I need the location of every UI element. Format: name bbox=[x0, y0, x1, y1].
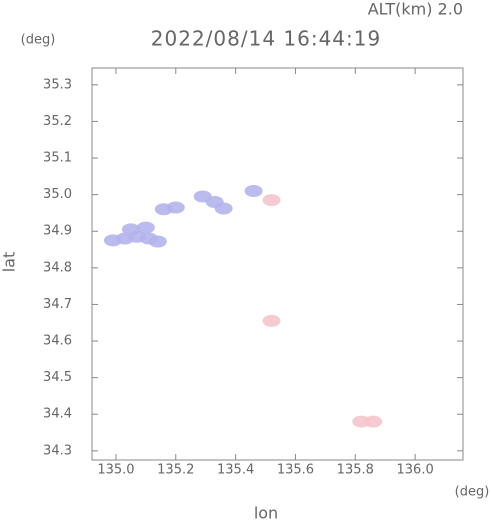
echo-cell bbox=[244, 184, 263, 197]
echo-cell bbox=[262, 314, 281, 327]
y-tick-label: 34.3 bbox=[43, 443, 72, 458]
y-tick-label: 34.5 bbox=[43, 370, 72, 385]
echo-cell bbox=[136, 221, 155, 234]
y-tick-label: 34.8 bbox=[43, 260, 72, 275]
echo-cell bbox=[166, 201, 185, 214]
y-tick-label: 34.4 bbox=[43, 407, 72, 422]
x-tick-label: 135.4 bbox=[217, 463, 254, 478]
echo-cell bbox=[364, 415, 383, 428]
x-tick-label: 135.2 bbox=[157, 463, 194, 478]
y-tick-label: 35.2 bbox=[43, 114, 72, 129]
y-tick-label: 35.3 bbox=[43, 77, 72, 92]
y-tick-label: 34.9 bbox=[43, 224, 72, 239]
x-axis-label: lon bbox=[254, 504, 278, 522]
echo-cell bbox=[148, 235, 167, 248]
x-tick-label: 135.0 bbox=[97, 463, 134, 478]
x-tick-label: 135.6 bbox=[277, 463, 314, 478]
x-unit: (deg) bbox=[455, 485, 490, 500]
y-tick-label: 34.7 bbox=[43, 297, 72, 312]
plot-frame bbox=[91, 67, 464, 461]
altitude: ALT(km) 2.0 bbox=[368, 0, 463, 19]
echo-cell bbox=[214, 202, 233, 215]
y-tick-label: 35.1 bbox=[43, 151, 72, 166]
echo-cell bbox=[262, 194, 281, 207]
x-tick-label: 135.8 bbox=[337, 463, 374, 478]
y-unit: (deg) bbox=[21, 33, 56, 48]
y-tick-label: 34.6 bbox=[43, 334, 72, 349]
echo-cell bbox=[121, 223, 140, 236]
x-tick-label: 136.0 bbox=[397, 463, 434, 478]
y-tick-label: 35.0 bbox=[43, 187, 72, 202]
chart-title: 2022/08/14 16:44:19 bbox=[151, 27, 381, 51]
y-axis-label: lat bbox=[0, 252, 19, 273]
